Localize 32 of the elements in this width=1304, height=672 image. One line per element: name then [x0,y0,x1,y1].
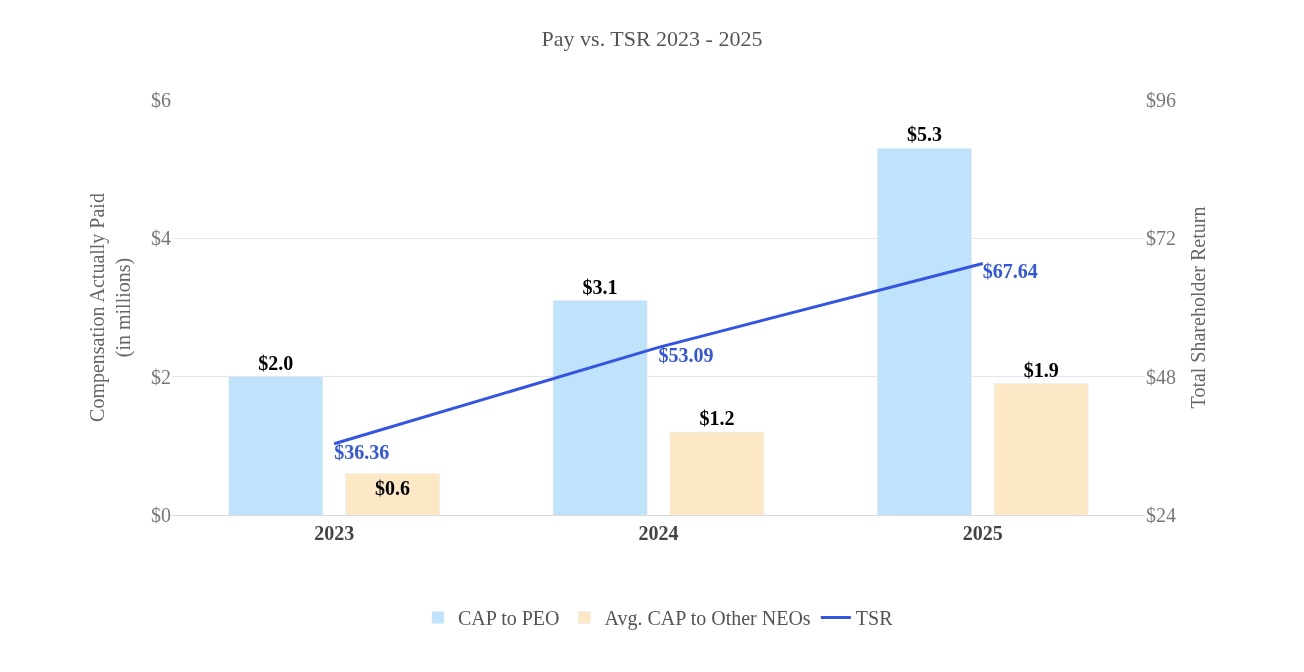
bar [877,148,972,515]
data-label: $1.9 [1023,358,1059,381]
bar [993,383,1089,515]
y2-tick-label: $24 [1146,504,1176,526]
bar [552,300,648,515]
x-tick-label: 2024 [638,522,679,544]
y-tick-label: $4 [151,227,171,250]
y-axis-title: Compensation Actually Paid (in millions) [85,193,135,422]
data-label: $53.09 [658,344,714,367]
data-label: $67.64 [982,260,1038,283]
y-tick-label: $2 [151,365,171,388]
data-label: $5.3 [906,123,942,146]
data-label: $2.0 [258,351,294,374]
legend-label: Avg. CAP to Other NEOs [604,607,811,631]
y2-tick-label: $48 [1146,365,1176,388]
data-label: $3.1 [582,275,618,298]
data-label: $36.36 [334,440,390,463]
bar [669,431,765,515]
data-label: $1.2 [699,407,735,429]
legend-label: TSR [855,607,894,630]
data-label: $0.6 [375,476,411,499]
x-tick-label: 2023 [314,522,355,544]
x-tick-label: 2025 [962,522,1003,544]
bar [228,376,324,515]
y-tick-label: $6 [151,89,171,111]
y-tick-label: $0 [151,504,171,526]
legend-label: CAP to PEO [458,607,560,630]
bar [345,473,440,515]
y2-tick-label: $72 [1146,227,1176,250]
y2-tick-label: $96 [1146,89,1176,111]
y2-axis-title: Total Shareholder Return [1186,206,1209,409]
chart-title: Pay vs. TSR 2023 - 2025 [541,25,763,51]
